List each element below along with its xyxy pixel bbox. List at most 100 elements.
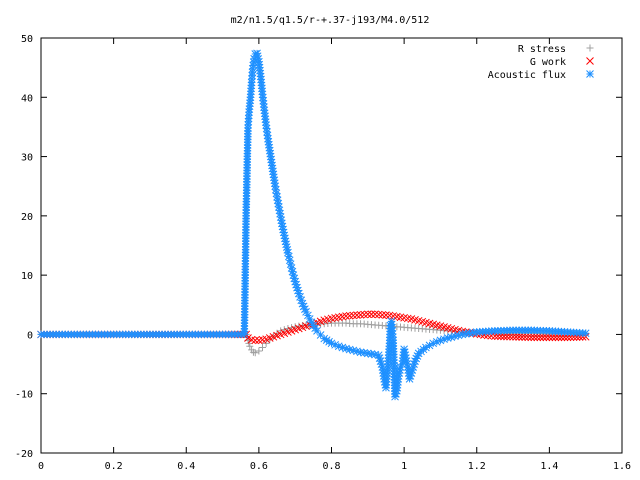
- data-point: [274, 199, 283, 208]
- data-point: [325, 337, 333, 346]
- data-point: [245, 339, 253, 347]
- data-point: [462, 329, 470, 338]
- legend-marker: [586, 57, 594, 65]
- data-point: [410, 360, 418, 368]
- data-point: [353, 311, 361, 320]
- data-point: [345, 345, 354, 354]
- data-point: [371, 310, 379, 319]
- data-point: [249, 348, 257, 356]
- data-point: [277, 327, 285, 335]
- data-point: [454, 331, 463, 340]
- legend-label: R stress: [518, 44, 566, 55]
- legend-marker: [586, 44, 594, 52]
- x-tick-label: 1.2: [468, 461, 486, 472]
- data-point: [342, 312, 350, 320]
- data-point: [376, 357, 385, 365]
- data-point: [581, 329, 590, 338]
- data-point: [530, 333, 539, 342]
- data-point: [277, 216, 286, 225]
- data-point: [338, 343, 347, 352]
- data-point: [309, 321, 318, 330]
- data-point: [518, 333, 526, 341]
- data-point: [289, 271, 298, 279]
- data-point: [287, 264, 296, 272]
- data-point: [494, 332, 502, 341]
- data-point: [382, 311, 390, 320]
- data-point: [367, 310, 376, 319]
- y-tick-label: 30: [21, 153, 33, 164]
- data-point: [401, 351, 410, 360]
- data-point: [371, 350, 379, 359]
- data-point: [377, 360, 386, 368]
- data-point: [294, 286, 302, 295]
- data-point: [512, 333, 520, 341]
- plot-area: [37, 49, 590, 401]
- data-point: [405, 375, 414, 383]
- data-point: [259, 343, 267, 351]
- data-point: [443, 334, 452, 342]
- y-tick-label: 20: [21, 212, 33, 223]
- data-point: [275, 206, 284, 215]
- data-point: [408, 366, 417, 374]
- data-point: [297, 296, 306, 305]
- data-point: [396, 363, 405, 371]
- data-point: [412, 354, 421, 363]
- data-point: [503, 332, 511, 341]
- data-point: [360, 310, 369, 319]
- data-point: [250, 54, 259, 63]
- data-point: [254, 55, 263, 63]
- data-point: [551, 333, 560, 342]
- y-tick-label: 0: [27, 330, 33, 341]
- data-point: [298, 299, 307, 308]
- data-point: [273, 193, 281, 201]
- data-point: [400, 345, 408, 354]
- data-point: [280, 231, 289, 240]
- legend: R stress G work Acoustic flux: [488, 44, 594, 81]
- x-tick-label: 0.8: [322, 461, 340, 472]
- data-point: [557, 333, 566, 342]
- data-point: [284, 252, 293, 261]
- data-point: [282, 243, 291, 251]
- data-point: [322, 336, 331, 345]
- data-point: [279, 225, 287, 234]
- data-point: [539, 333, 548, 342]
- data-point: [299, 302, 308, 311]
- data-point: [533, 333, 542, 342]
- data-point: [581, 332, 590, 341]
- data-point: [524, 333, 533, 342]
- y-tick-label: -10: [15, 390, 33, 401]
- data-point: [301, 305, 309, 313]
- data-point: [509, 332, 517, 341]
- data-point: [316, 331, 325, 339]
- data-point: [527, 333, 536, 342]
- data-point: [288, 267, 297, 276]
- data-point: [500, 332, 508, 341]
- data-point: [411, 357, 419, 365]
- data-point: [349, 311, 358, 320]
- x-tick-label: 0.6: [250, 461, 268, 472]
- data-point: [281, 237, 290, 246]
- data-point: [375, 354, 384, 362]
- chart-title: m2/n1.5/q1.5/r-+.37-j193/M4.0/512: [231, 15, 430, 26]
- data-point: [334, 342, 343, 351]
- data-point: [280, 326, 288, 334]
- data-point: [311, 324, 320, 333]
- data-point: [560, 333, 569, 342]
- y-tick-label: 50: [21, 34, 33, 45]
- x-tick-label: 0.2: [105, 461, 123, 472]
- data-point: [291, 277, 300, 286]
- data-point: [251, 349, 259, 357]
- data-point: [402, 357, 411, 365]
- data-point: [305, 315, 314, 323]
- data-point: [506, 332, 514, 341]
- x-tick-label: 1.6: [613, 461, 631, 472]
- data-point: [432, 337, 441, 346]
- plot-frame: [40, 37, 623, 454]
- series-acoustic-flux: [37, 49, 590, 401]
- data-point: [294, 289, 303, 298]
- data-point: [469, 328, 477, 337]
- x-tick-label: 0: [38, 461, 44, 472]
- data-point: [281, 234, 289, 243]
- data-point: [285, 256, 294, 265]
